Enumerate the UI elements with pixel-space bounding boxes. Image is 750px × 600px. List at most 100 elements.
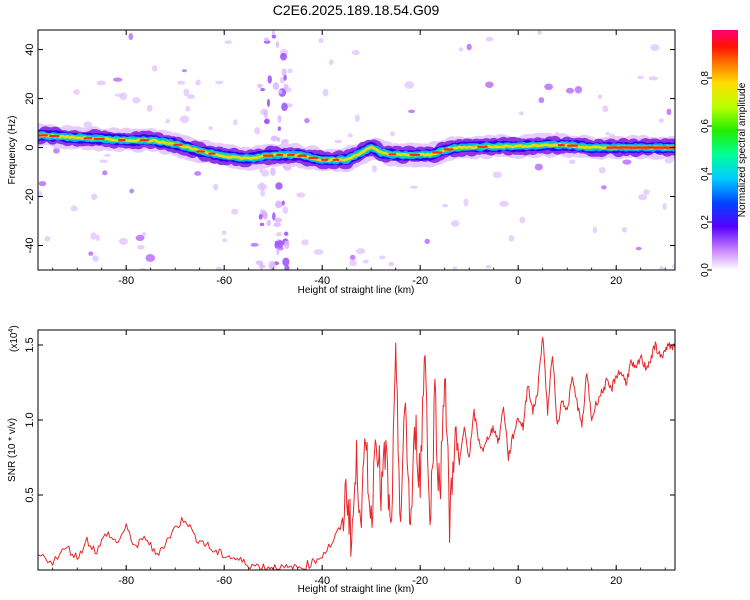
heatmap-noise-blob <box>283 83 289 90</box>
heatmap-noise-blob <box>44 236 51 242</box>
heatmap-noise-blob <box>568 159 576 164</box>
figure-title: C2E6.2025.189.18.54.G09 <box>273 2 440 18</box>
x-tick-label: 20 <box>610 275 622 287</box>
y-tick-label: 0.5 <box>24 487 36 502</box>
x-tick-label: 20 <box>610 575 622 587</box>
snr-y-multiplier-close: ) <box>9 325 20 328</box>
heatmap-noise-blob <box>275 232 283 237</box>
colorbar-tick-label: 0.6 <box>700 119 711 133</box>
heatmap-noise-blob <box>334 139 343 144</box>
heatmap-noise-blob <box>274 200 282 209</box>
heatmap-noise-blob <box>485 36 494 42</box>
heatmap-noise-blob <box>137 244 145 250</box>
heatmap-noise-blob <box>592 226 597 234</box>
heatmap-noise-blob <box>452 266 457 270</box>
heatmap-noise-blob <box>259 209 266 214</box>
x-tick-label: -20 <box>412 275 428 287</box>
heatmap-noise-blob <box>574 85 583 94</box>
y-tick-label: -40 <box>24 238 36 254</box>
heatmap-noise-blob <box>260 88 265 92</box>
heatmap-noise-blob <box>282 257 290 267</box>
heatmap-noise-blob <box>119 92 128 101</box>
colorbar-tick-label: 0.2 <box>700 215 711 229</box>
heatmap-noise-blob <box>492 171 502 179</box>
heatmap-noise-blob <box>113 77 123 82</box>
heatmap-noise-blob <box>96 80 106 86</box>
heatmap-noise-blob <box>313 249 324 255</box>
heatmap-noise-blob <box>410 185 418 189</box>
heatmap-noise-blob <box>450 220 460 227</box>
heatmap-noise-blob <box>132 97 141 104</box>
heatmap-noise-blob <box>135 234 145 242</box>
heatmap-noise-blob <box>186 94 195 100</box>
heatmap-noise-blob <box>276 240 284 248</box>
heatmap-noise-blob <box>129 188 135 194</box>
y-tick-label: -20 <box>24 189 36 205</box>
heatmap-noise-blob <box>267 75 272 84</box>
heatmap-noise-blob <box>275 182 283 190</box>
heatmap-noise-blob <box>273 222 282 228</box>
heatmap-noise-blob <box>118 237 129 245</box>
heatmap-noise-blob <box>304 118 310 124</box>
heatmap-noise-blob <box>277 126 281 131</box>
heatmap-noise-blob <box>128 33 134 41</box>
heatmap-noise-blob <box>270 263 275 270</box>
heatmap-noise-blob <box>213 183 219 191</box>
heatmap-noise-blob <box>95 234 100 242</box>
y-tick-label: 1.5 <box>24 337 36 352</box>
heatmap-noise-blob <box>598 166 606 174</box>
heatmap-noise-blob <box>73 89 80 95</box>
heatmap-noise-blob <box>183 88 190 97</box>
heatmap-noise-blob <box>508 234 515 242</box>
heatmap-noise-blob <box>146 104 153 112</box>
heatmap-noise-blob <box>250 242 259 247</box>
heatmap-noise-blob <box>597 94 603 100</box>
heatmap-noise-blob <box>284 240 290 250</box>
heatmap-noise-blob <box>355 248 366 255</box>
heatmap-noise-blob <box>283 74 287 81</box>
heatmap-noise-blob <box>257 83 263 89</box>
x-tick-label: 0 <box>515 575 521 587</box>
heatmap-noise-blob <box>104 153 111 157</box>
heatmap-noise-blob <box>254 127 261 135</box>
snr-x-label: Height of straight line (km) <box>298 584 415 595</box>
heatmap-noise-blob <box>650 44 660 51</box>
heatmap-noise-blob <box>666 108 672 116</box>
heatmap-noise-blob <box>165 118 171 124</box>
heatmap-noise-blob <box>322 88 329 97</box>
heatmap-noise-blob <box>485 264 492 269</box>
heatmap-noise-blob <box>263 109 268 119</box>
colorbar-tick-label: 0.0 <box>700 263 711 277</box>
heatmap-noise-blob <box>263 37 270 42</box>
heatmap-noise-blob <box>388 261 395 267</box>
y-tick-label: 0 <box>24 144 36 150</box>
heatmap-noise-blob <box>354 114 360 122</box>
heatmap-noise-blob <box>602 105 609 113</box>
heatmap-noise-blob <box>257 183 268 191</box>
heatmap-noise-blob <box>424 238 430 245</box>
heatmap-noise-blob <box>658 118 665 123</box>
heatmap-noise-blob <box>270 135 279 142</box>
heatmap-noise-blob <box>605 131 610 136</box>
heatmap-noise-blob <box>88 251 94 256</box>
heatmap-noise-blob <box>276 248 280 256</box>
heatmap-noise-blob <box>635 246 642 251</box>
heatmap-noise-blob <box>621 226 628 233</box>
heatmap-noise-blob <box>258 213 263 220</box>
snr-line-layer <box>38 336 675 570</box>
colorbar-tick-label: 0.4 <box>700 167 711 181</box>
heatmap-noise-blob <box>277 115 282 123</box>
heatmap-noise-blob <box>499 200 509 207</box>
heatmap-noise-blob <box>565 87 575 94</box>
heatmap-noise-blob <box>282 206 289 214</box>
snr-y-multiplier: (x104) <box>8 325 20 352</box>
heatmap-noise-blob <box>485 81 494 88</box>
heatmap-noise-blob <box>442 204 449 208</box>
snr-panel: -80 -60 -40 -20 0 20 0.5 1.0 1.5 Height of strai… <box>7 325 676 595</box>
snr-frame <box>37 329 676 571</box>
colorbar-gradient <box>712 30 738 270</box>
heatmap-noise-blob <box>151 65 158 72</box>
colorbar-label: Normalized spectral amplitude <box>737 82 748 217</box>
heatmap-noise-blob <box>643 189 650 195</box>
heatmap-noise-blob <box>349 259 357 267</box>
